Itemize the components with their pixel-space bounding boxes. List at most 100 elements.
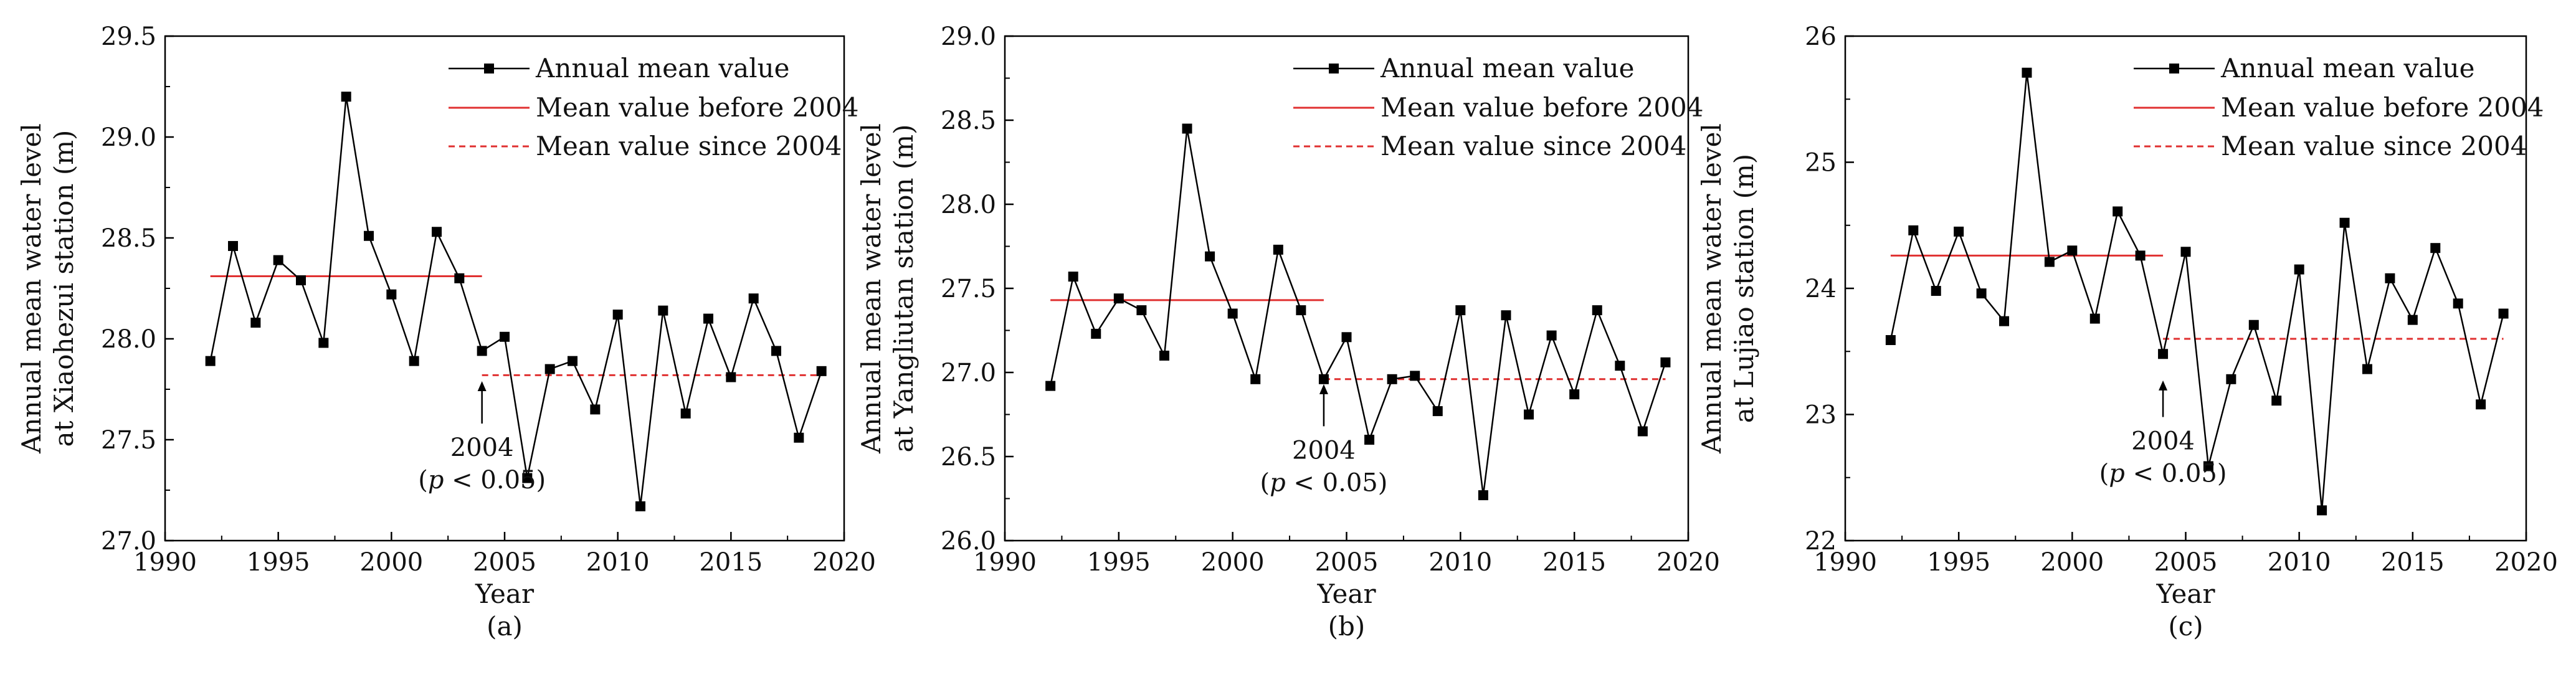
data-point [2113,206,2123,217]
x-tick-label: 1990 [973,548,1037,577]
data-point [2022,67,2032,78]
x-tick-label: 1995 [1087,548,1151,577]
data-point [1410,371,1420,381]
chart-panel-2: 1990 1995 2000 2005 2010 2015 2020 26.0 26.5 27.0… [856,22,1720,642]
data-point [273,255,283,265]
x-tick-label: 2010 [2268,548,2331,577]
annotation-pvalue: (p < 0.05) [2099,460,2227,488]
data-point [2498,308,2509,319]
annotation-arrowhead [2159,380,2168,391]
data-point [2044,257,2055,267]
data-point [1637,426,1648,437]
panel-label: (a) [487,611,523,642]
data-point [341,92,351,102]
pvalue-variable: p [428,466,444,495]
legend-series-label: Annual mean value [1380,53,1635,83]
data-point [1136,305,1147,316]
data-point [1455,305,1466,316]
data-point [1113,293,1124,304]
panel-label: (b) [1328,611,1366,642]
y-tick-label: 26 [1805,22,1837,51]
annotation-year: 2004 [450,433,514,462]
data-point [544,364,555,374]
legend-since-label: Mean value since 2004 [2221,131,2527,161]
data-point [1524,409,1534,420]
x-tick-label: 2020 [2494,548,2558,577]
chart-panel-3: 1990 1995 2000 2005 2010 2015 2020 22 23 24 25 26 Ye… [1696,22,2558,642]
data-point [205,356,216,366]
data-point [409,356,419,366]
legend: Annual mean value Mean value before 2004 M… [1293,53,1704,161]
pvalue-variable: p [2109,460,2125,488]
x-tick-label: 2000 [359,548,423,577]
data-point [1227,308,1238,319]
x-tick-label: 2020 [812,548,876,577]
y-tick-label: 29.0 [941,22,996,51]
annotation-pvalue: (p < 0.05) [418,466,546,495]
x-tick-label: 1995 [247,548,310,577]
legend-since-label: Mean value since 2004 [536,131,842,161]
y-tick-label: 22 [1805,527,1837,556]
data-point [1296,305,1306,316]
data-point [1250,374,1261,384]
x-tick-label: 1995 [1927,548,1990,577]
y-tick-label: 29.5 [101,22,156,51]
data-point [522,473,533,483]
x-tick-label: 2015 [1542,548,1606,577]
data-point [477,346,487,356]
data-point [1159,351,1169,361]
data-point [1045,381,1056,391]
annotation-year: 2004 [1292,436,1356,465]
legend-before-label: Mean value before 2004 [2221,92,2544,123]
data-point [250,318,261,328]
y-tick-label: 27.0 [101,527,156,556]
annotation-arrowhead [1319,384,1328,394]
data-point [1976,288,1987,299]
data-point [296,275,306,286]
data-point [1432,406,1443,417]
series-line [209,96,822,507]
y-tick-label: 26.0 [941,527,996,556]
data-point [1387,374,1397,384]
y-tick-label: 29.0 [101,123,156,152]
data-point [1660,357,1671,367]
x-axis-title: Year [2155,579,2215,609]
data-point [2407,315,2418,325]
series-line [1889,72,2504,511]
data-point [2089,313,2100,324]
annotation-year: 2004 [2131,427,2195,456]
x-axis-title: Year [475,579,535,609]
data-point [500,331,510,342]
y-tick-label: 23 [1805,401,1837,430]
data-point [432,227,442,237]
legend-before-label: Mean value before 2004 [536,92,859,123]
data-point [318,338,329,348]
y-axis-title-line1: Annual mean water level [856,123,886,454]
pvalue-variable: p [1270,468,1286,497]
annotation-arrowhead [477,381,487,392]
data-point [2203,461,2213,471]
y-axis-title-line1: Annual mean water level [1696,123,1727,454]
data-point [771,346,781,356]
data-point [1182,123,1192,134]
data-point [2180,247,2191,257]
data-point [1273,244,1283,255]
x-tick-label: 1990 [133,548,197,577]
series-line [1049,128,1666,496]
data-point [748,293,759,304]
legend-series-label: Annual mean value [2220,53,2475,83]
data-point [1999,316,2010,326]
y-tick-label: 28.0 [101,325,156,354]
data-point [386,289,397,300]
x-tick-label: 2005 [473,548,536,577]
data-point [2067,245,2078,256]
legend-series-marker [484,64,494,73]
x-axis-title: Year [1316,579,1376,609]
data-point [1205,251,1215,262]
data-point [1569,389,1580,400]
data-point [568,356,577,366]
annotation-pvalue: (p < 0.05) [1260,468,1388,497]
data-point [1091,328,1101,339]
chart-panel-1: 1990 1995 2000 2005 2010 2015 2020 27.0 27.5 28.0… [16,22,876,642]
